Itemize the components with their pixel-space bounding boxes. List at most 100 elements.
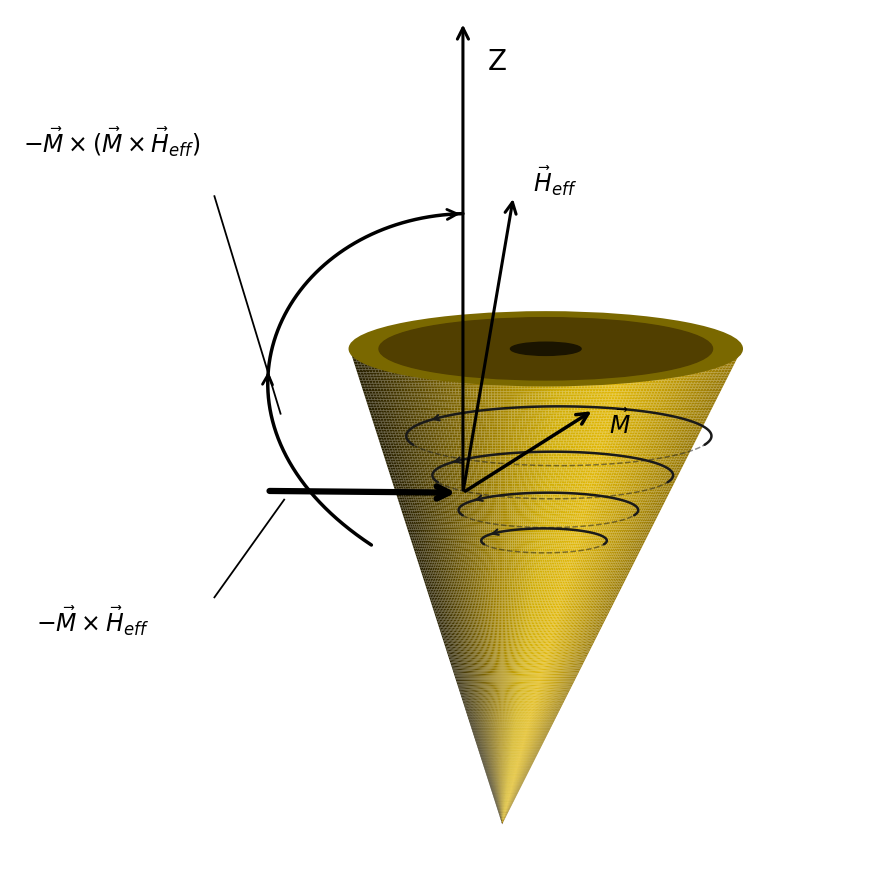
Polygon shape (528, 661, 529, 663)
Polygon shape (430, 380, 433, 382)
Polygon shape (421, 362, 424, 363)
Polygon shape (605, 477, 608, 479)
Polygon shape (528, 482, 531, 483)
Polygon shape (522, 561, 525, 562)
Polygon shape (373, 415, 377, 417)
Polygon shape (484, 574, 486, 576)
Polygon shape (514, 719, 515, 721)
Polygon shape (654, 450, 658, 452)
Polygon shape (479, 480, 482, 482)
Polygon shape (638, 520, 641, 521)
Polygon shape (508, 637, 509, 638)
Polygon shape (533, 458, 535, 460)
Polygon shape (484, 735, 485, 737)
Polygon shape (593, 384, 597, 385)
Polygon shape (541, 707, 542, 708)
Polygon shape (729, 362, 732, 363)
Polygon shape (650, 502, 653, 504)
Polygon shape (452, 488, 454, 490)
Polygon shape (601, 556, 604, 558)
Polygon shape (626, 547, 629, 548)
Polygon shape (534, 715, 535, 716)
Polygon shape (436, 597, 437, 599)
Polygon shape (468, 656, 470, 657)
Polygon shape (563, 531, 566, 533)
Polygon shape (475, 515, 478, 517)
Polygon shape (545, 566, 547, 568)
Polygon shape (402, 364, 405, 366)
Polygon shape (561, 610, 563, 612)
Polygon shape (700, 374, 705, 376)
Polygon shape (526, 413, 528, 415)
Polygon shape (465, 708, 466, 710)
Polygon shape (514, 422, 517, 423)
Polygon shape (569, 656, 571, 657)
Polygon shape (540, 715, 542, 716)
Polygon shape (559, 561, 560, 562)
Polygon shape (523, 553, 525, 555)
Polygon shape (398, 471, 401, 473)
Polygon shape (593, 458, 596, 460)
Polygon shape (532, 710, 533, 712)
Polygon shape (654, 425, 657, 426)
Polygon shape (429, 398, 433, 399)
Polygon shape (601, 517, 604, 518)
Polygon shape (476, 520, 478, 521)
Polygon shape (521, 783, 522, 785)
Polygon shape (500, 593, 501, 595)
Polygon shape (538, 568, 540, 569)
Polygon shape (481, 708, 482, 710)
Polygon shape (591, 488, 593, 490)
Polygon shape (561, 417, 565, 419)
Polygon shape (691, 396, 694, 398)
Polygon shape (537, 726, 539, 727)
Polygon shape (492, 700, 494, 702)
Polygon shape (413, 543, 414, 545)
Polygon shape (585, 609, 587, 610)
Polygon shape (519, 566, 520, 568)
Polygon shape (543, 502, 545, 504)
Polygon shape (409, 409, 413, 411)
Polygon shape (429, 467, 432, 469)
Polygon shape (593, 589, 594, 591)
Polygon shape (489, 493, 492, 494)
Polygon shape (523, 700, 525, 702)
Polygon shape (593, 515, 596, 517)
Polygon shape (463, 407, 466, 409)
Polygon shape (640, 419, 642, 420)
Polygon shape (632, 477, 634, 479)
Polygon shape (534, 588, 535, 589)
Polygon shape (534, 745, 535, 746)
Polygon shape (506, 411, 509, 412)
Polygon shape (442, 452, 445, 453)
Polygon shape (484, 363, 487, 364)
Polygon shape (487, 677, 488, 678)
Polygon shape (476, 743, 478, 745)
Polygon shape (641, 438, 644, 439)
Polygon shape (404, 385, 407, 387)
Polygon shape (478, 372, 481, 374)
Polygon shape (508, 702, 509, 704)
Polygon shape (506, 634, 508, 636)
Polygon shape (399, 488, 402, 490)
Polygon shape (611, 569, 613, 570)
Polygon shape (477, 735, 478, 737)
Polygon shape (530, 673, 532, 675)
Polygon shape (531, 564, 533, 566)
Polygon shape (564, 645, 566, 647)
Polygon shape (550, 580, 552, 582)
Polygon shape (511, 705, 512, 707)
Polygon shape (384, 390, 387, 392)
Polygon shape (655, 436, 658, 438)
Polygon shape (442, 628, 444, 630)
Polygon shape (613, 520, 616, 521)
Polygon shape (574, 663, 576, 664)
Polygon shape (514, 618, 515, 620)
Polygon shape (593, 430, 595, 431)
Polygon shape (526, 716, 527, 718)
Polygon shape (604, 612, 607, 613)
Polygon shape (584, 595, 586, 596)
Polygon shape (499, 541, 501, 542)
Polygon shape (485, 442, 487, 444)
Polygon shape (619, 430, 623, 431)
